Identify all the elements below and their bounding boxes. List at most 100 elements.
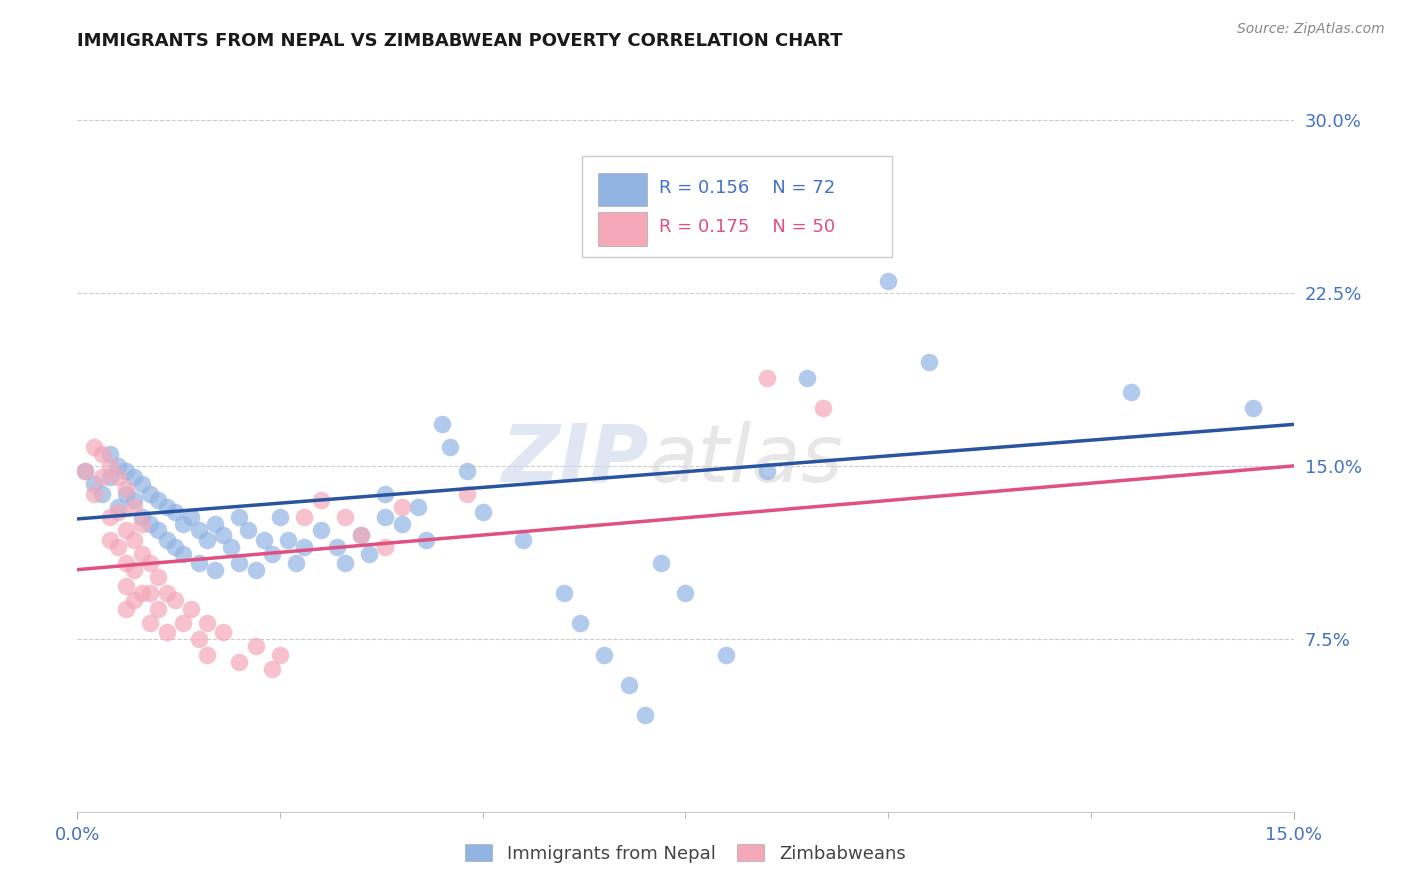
Point bbox=[617, 678, 640, 692]
Point bbox=[90, 470, 112, 484]
Point bbox=[98, 509, 121, 524]
Point bbox=[180, 602, 202, 616]
Point bbox=[269, 509, 291, 524]
Point bbox=[122, 533, 145, 547]
Point bbox=[139, 486, 162, 500]
Point bbox=[456, 486, 478, 500]
Point bbox=[188, 632, 211, 646]
Point bbox=[115, 579, 138, 593]
Point bbox=[204, 563, 226, 577]
Point bbox=[406, 500, 429, 515]
Point bbox=[98, 458, 121, 473]
FancyBboxPatch shape bbox=[582, 156, 893, 257]
Point bbox=[75, 463, 97, 477]
Point bbox=[180, 509, 202, 524]
Point bbox=[122, 470, 145, 484]
Point bbox=[115, 602, 138, 616]
Point bbox=[107, 458, 129, 473]
Point bbox=[374, 540, 396, 554]
Point bbox=[148, 524, 170, 538]
Point bbox=[172, 516, 194, 531]
Point bbox=[391, 516, 413, 531]
Point bbox=[277, 533, 299, 547]
Point bbox=[245, 563, 267, 577]
Text: Source: ZipAtlas.com: Source: ZipAtlas.com bbox=[1237, 22, 1385, 37]
Point bbox=[98, 447, 121, 461]
Point bbox=[350, 528, 373, 542]
Point bbox=[292, 540, 315, 554]
Point bbox=[918, 355, 941, 369]
Point bbox=[471, 505, 494, 519]
Point bbox=[131, 547, 153, 561]
Point bbox=[122, 493, 145, 508]
Point bbox=[350, 528, 373, 542]
Text: R = 0.175    N = 50: R = 0.175 N = 50 bbox=[658, 219, 835, 236]
Point bbox=[837, 217, 859, 231]
Point bbox=[131, 477, 153, 491]
Point bbox=[90, 447, 112, 461]
Point bbox=[228, 556, 250, 570]
Point bbox=[236, 524, 259, 538]
Point bbox=[860, 159, 883, 173]
Point bbox=[1241, 401, 1264, 416]
Text: IMMIGRANTS FROM NEPAL VS ZIMBABWEAN POVERTY CORRELATION CHART: IMMIGRANTS FROM NEPAL VS ZIMBABWEAN POVE… bbox=[77, 32, 842, 50]
Point bbox=[172, 547, 194, 561]
Point bbox=[292, 509, 315, 524]
Point bbox=[139, 585, 162, 599]
Point bbox=[107, 500, 129, 515]
Point bbox=[569, 615, 592, 630]
Point bbox=[148, 569, 170, 583]
Point bbox=[139, 556, 162, 570]
Point bbox=[755, 463, 778, 477]
Point bbox=[115, 482, 138, 496]
Point bbox=[131, 509, 153, 524]
Point bbox=[163, 540, 186, 554]
Point bbox=[269, 648, 291, 662]
Point bbox=[139, 615, 162, 630]
Point bbox=[374, 509, 396, 524]
Point bbox=[90, 486, 112, 500]
Point bbox=[188, 556, 211, 570]
Point bbox=[333, 509, 356, 524]
Point bbox=[148, 602, 170, 616]
Point bbox=[172, 615, 194, 630]
Point bbox=[155, 585, 177, 599]
Point bbox=[326, 540, 349, 554]
Point bbox=[228, 655, 250, 669]
Point bbox=[415, 533, 437, 547]
Point bbox=[634, 707, 657, 722]
Point bbox=[115, 486, 138, 500]
Point bbox=[163, 592, 186, 607]
Text: ZIP: ZIP bbox=[502, 420, 650, 499]
Point bbox=[593, 648, 616, 662]
Point bbox=[796, 371, 818, 385]
Point bbox=[309, 524, 332, 538]
Point bbox=[148, 493, 170, 508]
Legend: Immigrants from Nepal, Zimbabweans: Immigrants from Nepal, Zimbabweans bbox=[458, 837, 912, 870]
Point bbox=[98, 533, 121, 547]
Point bbox=[195, 615, 218, 630]
Point bbox=[553, 585, 575, 599]
Point bbox=[122, 563, 145, 577]
Point bbox=[512, 533, 534, 547]
Point bbox=[115, 463, 138, 477]
Point bbox=[195, 648, 218, 662]
Point bbox=[155, 500, 177, 515]
FancyBboxPatch shape bbox=[598, 172, 647, 206]
Point bbox=[260, 547, 283, 561]
Point bbox=[131, 585, 153, 599]
Point bbox=[253, 533, 276, 547]
Point bbox=[107, 470, 129, 484]
Point bbox=[212, 528, 235, 542]
Point bbox=[333, 556, 356, 570]
Point bbox=[228, 509, 250, 524]
Point bbox=[115, 556, 138, 570]
Point bbox=[309, 493, 332, 508]
Point bbox=[391, 500, 413, 515]
Point bbox=[83, 477, 105, 491]
Point bbox=[439, 441, 461, 455]
Point bbox=[221, 540, 243, 554]
Point bbox=[1121, 385, 1143, 400]
Point bbox=[245, 639, 267, 653]
Point bbox=[83, 486, 105, 500]
